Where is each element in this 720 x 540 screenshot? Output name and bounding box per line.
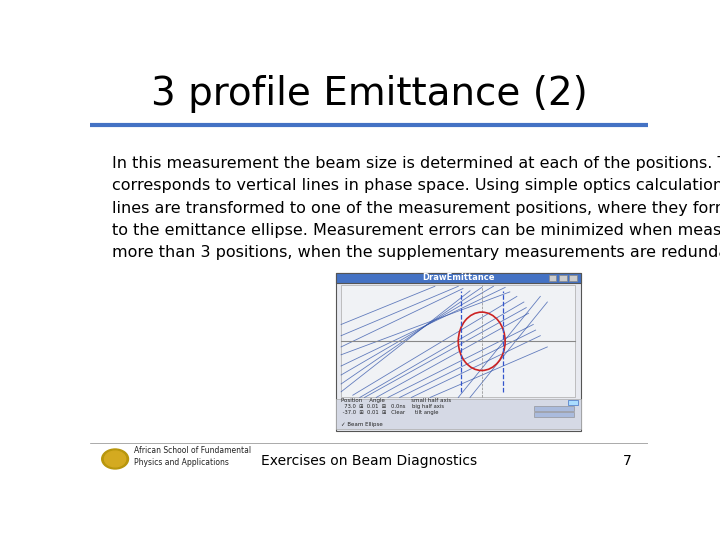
Text: African School of Fundamental
Physics and Applications: African School of Fundamental Physics an… bbox=[133, 446, 251, 467]
Circle shape bbox=[102, 449, 128, 469]
Bar bbox=[341, 285, 575, 397]
Bar bbox=[534, 412, 574, 416]
Text: DrawEmittance: DrawEmittance bbox=[422, 273, 495, 282]
Bar bbox=[336, 273, 581, 431]
Text: 73.0  ⊞  0.01  ⊞   0.0ns    big half axis: 73.0 ⊞ 0.01 ⊞ 0.0ns big half axis bbox=[341, 404, 444, 409]
Bar bbox=[336, 399, 581, 429]
Bar bbox=[336, 273, 581, 283]
Circle shape bbox=[104, 451, 126, 467]
Bar bbox=[570, 275, 577, 281]
Text: 3 profile Emittance (2): 3 profile Emittance (2) bbox=[150, 75, 588, 113]
Text: ✓ Beam Ellipse: ✓ Beam Ellipse bbox=[341, 422, 383, 427]
Bar bbox=[567, 400, 577, 406]
Text: Position    Angle               small half axis: Position Angle small half axis bbox=[341, 399, 451, 403]
Bar bbox=[559, 275, 567, 281]
Text: 7: 7 bbox=[623, 454, 631, 468]
Text: In this measurement the beam size is determined at each of the positions. This
c: In this measurement the beam size is det… bbox=[112, 156, 720, 260]
Bar bbox=[549, 275, 557, 281]
Text: Exercises on Beam Diagnostics: Exercises on Beam Diagnostics bbox=[261, 454, 477, 468]
Bar bbox=[534, 406, 574, 411]
Text: -37.0  ⊞  0.01  ⊞   Clear      tilt angle: -37.0 ⊞ 0.01 ⊞ Clear tilt angle bbox=[341, 410, 438, 415]
